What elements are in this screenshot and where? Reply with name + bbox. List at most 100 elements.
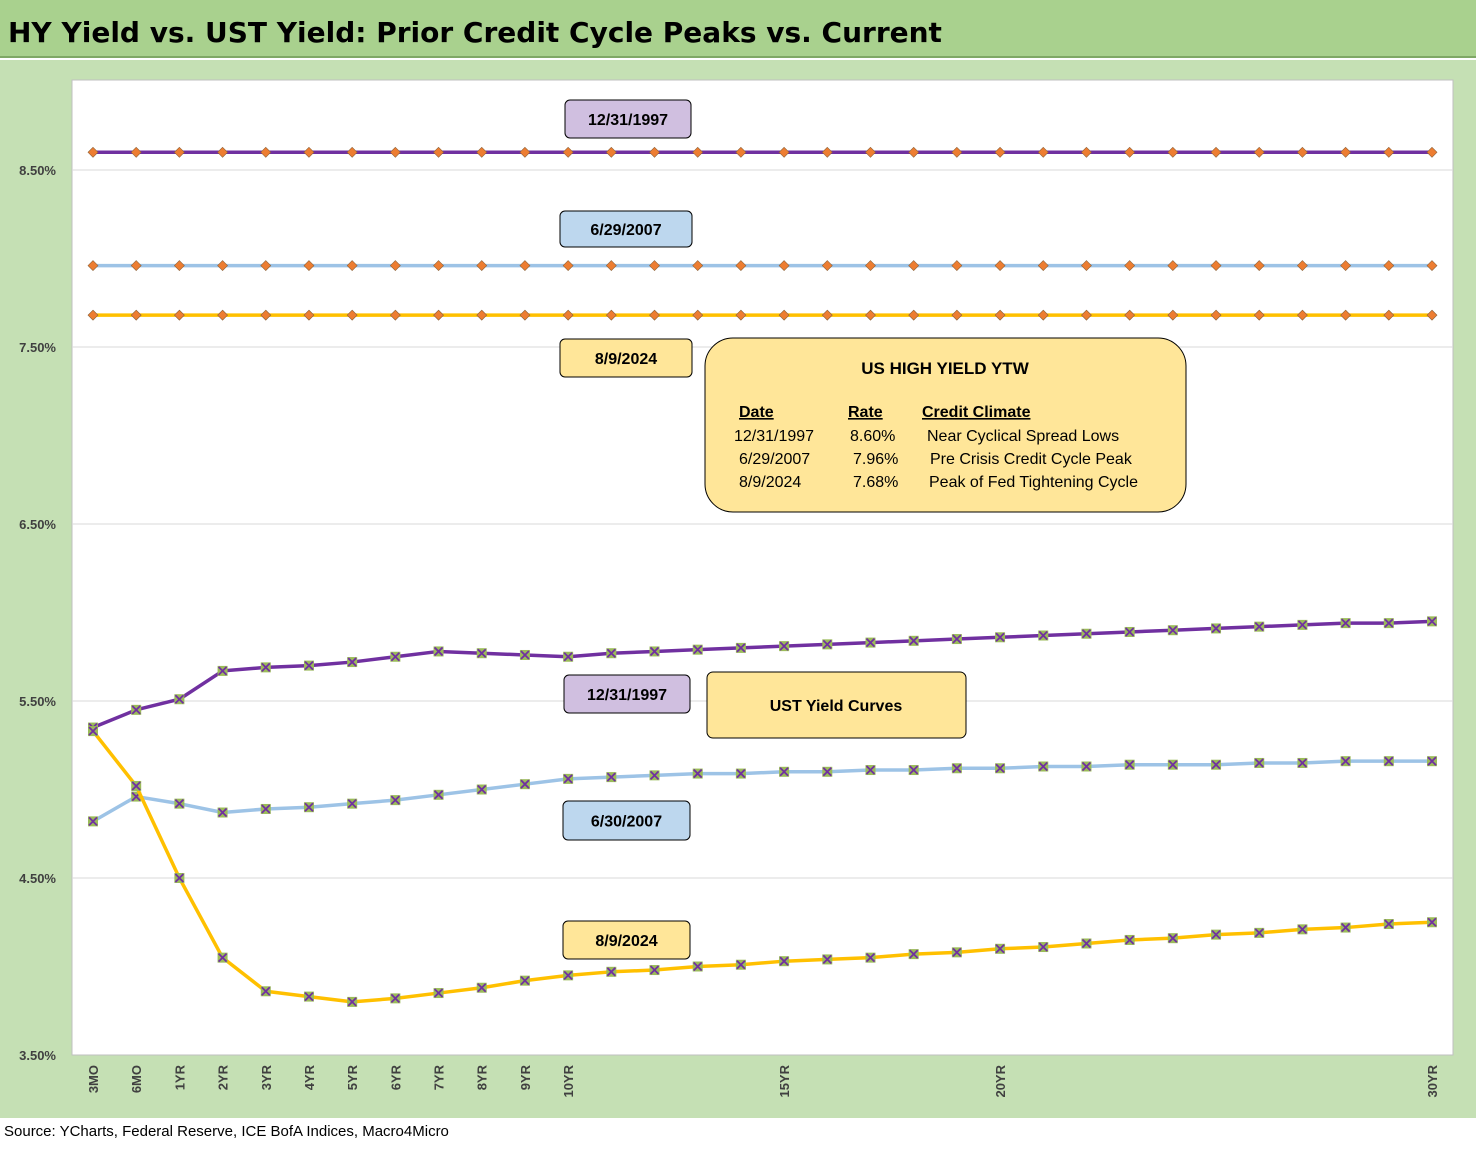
- ust-point-x: [477, 784, 487, 795]
- y-tick-label: 7.50%: [19, 340, 56, 355]
- hy-point: [951, 260, 963, 272]
- ust-point-x: [174, 799, 185, 809]
- ust-point-x: [1125, 760, 1135, 770]
- ust-point-x: [261, 662, 271, 673]
- ust-point-x: [822, 954, 832, 965]
- hy-point: [260, 309, 272, 321]
- ust-point-x: [952, 947, 962, 957]
- hy-point: [692, 260, 704, 272]
- hy-point: [649, 146, 660, 158]
- ust-point-x: [952, 763, 962, 773]
- plot-area: [71, 79, 1454, 1056]
- hy-point: [1253, 260, 1265, 272]
- hy-point: [173, 146, 185, 158]
- ust-point-x: [1168, 933, 1178, 943]
- ust-point-x: [433, 988, 444, 998]
- hy-point: [692, 146, 704, 158]
- hy-point: [433, 146, 444, 158]
- hy-point: [605, 309, 617, 321]
- ust-point-x: [88, 816, 98, 826]
- series-label: 8/9/2024: [595, 933, 657, 950]
- ust-point-x: [1427, 756, 1437, 766]
- ust-point-x: [174, 694, 185, 704]
- info-box-title: US HIGH YIELD YTW: [861, 359, 1029, 378]
- hy-point: [562, 260, 574, 272]
- y-tick-label: 8.50%: [19, 163, 56, 178]
- hy-point: [1210, 260, 1222, 272]
- ust-point-x: [649, 770, 660, 780]
- x-tick-label: 5YR: [345, 1064, 360, 1090]
- hy-point: [735, 146, 747, 158]
- ust-point-x: [477, 983, 487, 993]
- ust-point-x: [390, 652, 400, 662]
- hy-point: [821, 146, 833, 158]
- ust-point-x: [563, 652, 573, 662]
- x-tick-label: 20YR: [993, 1064, 1008, 1097]
- ust-point-x: [1081, 938, 1092, 949]
- hy-point: [1253, 309, 1265, 321]
- ust-point-x: [1254, 758, 1264, 768]
- chart-svg: 3.50% 4.50% 5.50% 6.50% 7.50% 8.50% 3MO 6MO 1YR 2…: [19, 79, 1454, 1098]
- ust-label-box: [706, 671, 967, 739]
- ust-point-x: [995, 632, 1005, 642]
- x-tick-label: 1YR: [172, 1064, 187, 1090]
- hy-point: [1340, 309, 1352, 321]
- hy-point: [476, 260, 488, 272]
- hy-point: [1167, 146, 1179, 158]
- ust-point-x: [1211, 623, 1221, 634]
- hy-point: [908, 260, 920, 272]
- x-tick-label: 7YR: [432, 1064, 447, 1090]
- ust-point-x: [1297, 924, 1308, 934]
- ust-point-x: [174, 873, 185, 883]
- ust-point-x: [995, 763, 1005, 773]
- ust-point-x: [261, 804, 271, 814]
- hy-point: [303, 309, 315, 321]
- ust-point-x: [131, 781, 141, 791]
- hy-point: [260, 260, 272, 272]
- hy-point: [260, 146, 272, 158]
- ust-point-x: [865, 637, 876, 648]
- ust-point-x: [261, 986, 271, 996]
- ust-point-x: [217, 807, 228, 818]
- hy-point: [994, 260, 1006, 272]
- ust-point-x: [1427, 616, 1437, 626]
- hy-point: [1340, 260, 1352, 272]
- ust-point-x: [1211, 760, 1221, 770]
- hy-point: [1167, 260, 1179, 272]
- x-tick-label: 3MO: [86, 1065, 101, 1093]
- ust-point-x: [865, 953, 876, 963]
- hy-point: [303, 260, 315, 272]
- hy-point: [1037, 146, 1049, 158]
- hy-point: [217, 146, 229, 158]
- chart-title: HY Yield vs. UST Yield: Prior Credit Cyc…: [8, 16, 942, 49]
- x-tick-label: 9YR: [518, 1064, 533, 1090]
- info-box-cell: Near Cyclical Spread Lows: [927, 428, 1119, 445]
- hy-point: [1383, 309, 1395, 321]
- ust-point-x: [1168, 760, 1178, 770]
- ust-point-x: [693, 961, 703, 972]
- hy-point: [1296, 146, 1308, 158]
- info-box-cell: 6/29/2007: [739, 451, 810, 468]
- hy-point: [1037, 309, 1049, 321]
- hy-point: [1383, 260, 1395, 272]
- hy-point: [87, 260, 99, 272]
- hy-point: [173, 260, 185, 272]
- ust-point-x: [1211, 930, 1221, 940]
- hy-point: [1253, 146, 1265, 158]
- y-tick-label: 4.50%: [19, 871, 56, 886]
- series-label-box: [564, 99, 692, 139]
- x-tick-label: 4YR: [302, 1064, 317, 1090]
- ust-point-x: [217, 953, 228, 963]
- ust-point-x: [1340, 756, 1351, 766]
- ust-point-x: [606, 967, 616, 977]
- hy-point: [1081, 260, 1092, 272]
- hy-point: [1426, 309, 1438, 321]
- hy-point: [433, 260, 444, 272]
- ust-point-x: [693, 645, 703, 655]
- ust-point-x: [649, 965, 660, 975]
- hy-point: [1037, 260, 1049, 272]
- hy-point: [908, 309, 920, 321]
- ust-point-x: [1254, 928, 1264, 938]
- ust-point-x: [779, 767, 789, 777]
- hy-point: [1210, 146, 1222, 158]
